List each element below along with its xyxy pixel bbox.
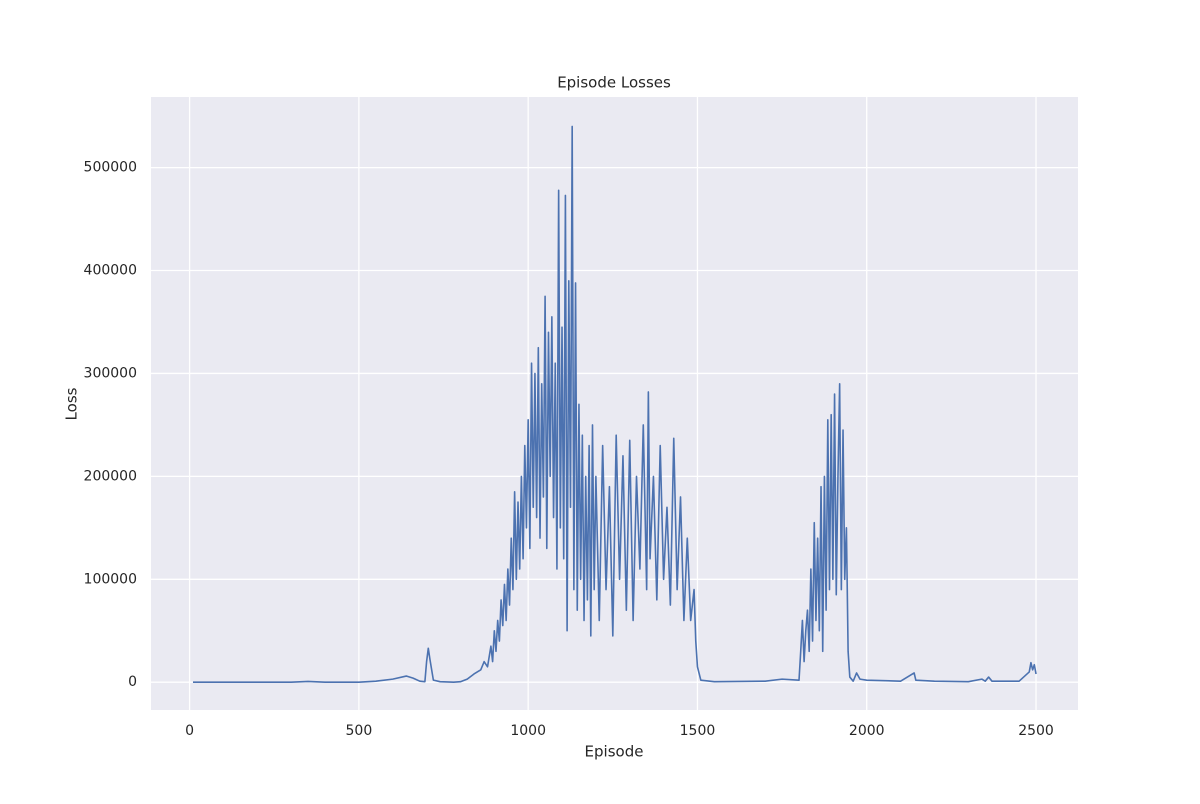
x-tick-label: 1000 bbox=[510, 723, 546, 739]
plot-area bbox=[151, 97, 1078, 710]
x-tick-label: 2000 bbox=[849, 723, 885, 739]
y-tick-label: 100000 bbox=[84, 571, 137, 587]
x-tick-label: 500 bbox=[346, 723, 373, 739]
y-tick-label: 200000 bbox=[84, 468, 137, 484]
y-tick-label: 400000 bbox=[84, 263, 137, 279]
x-axis-label: Episode bbox=[585, 743, 644, 761]
x-tick-label: 2500 bbox=[1018, 723, 1054, 739]
y-tick-label: 0 bbox=[128, 674, 137, 690]
loss-line bbox=[192, 125, 1037, 684]
chart-title: Episode Losses bbox=[557, 74, 671, 92]
y-axis-label: Loss bbox=[63, 387, 81, 420]
y-tick-label: 500000 bbox=[84, 160, 137, 176]
x-tick-label: 0 bbox=[185, 723, 194, 739]
y-tick-label: 300000 bbox=[84, 365, 137, 381]
x-tick-label: 1500 bbox=[680, 723, 716, 739]
